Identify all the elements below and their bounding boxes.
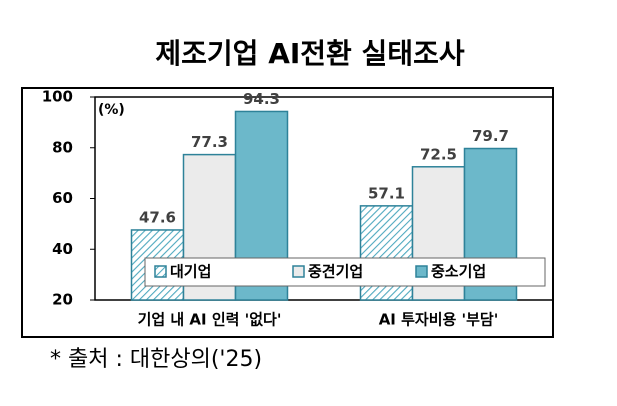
footnote: * 출처 : 대한상의('25)	[50, 347, 262, 372]
y-tick-label: 80	[52, 138, 73, 156]
value-label: 79.7	[472, 127, 509, 145]
value-label: 77.3	[191, 133, 228, 151]
x-tick-label: AI 투자비용 '부담'	[379, 311, 499, 329]
value-label: 57.1	[368, 184, 405, 202]
value-label: 94.3	[243, 90, 280, 108]
y-tick-label: 60	[52, 189, 73, 207]
legend-label: 대기업	[170, 263, 211, 281]
value-label: 72.5	[420, 145, 457, 163]
x-tick-label: 기업 내 AI 인력 '없다'	[138, 311, 282, 329]
legend	[144, 257, 546, 287]
unit-label: (%)	[98, 102, 125, 118]
y-tick-label: 100	[42, 88, 73, 106]
legend-label: 중소기업	[431, 263, 486, 281]
chart-title: 제조기업 AI전환 실태조사	[155, 37, 464, 70]
y-tick-label: 20	[52, 291, 73, 309]
legend-swatch	[292, 265, 305, 278]
y-tick-label: 40	[52, 240, 73, 258]
legend-swatch	[415, 265, 428, 278]
legend-swatch	[154, 265, 167, 278]
legend-label: 중견기업	[308, 263, 363, 281]
value-label: 47.6	[139, 208, 176, 226]
